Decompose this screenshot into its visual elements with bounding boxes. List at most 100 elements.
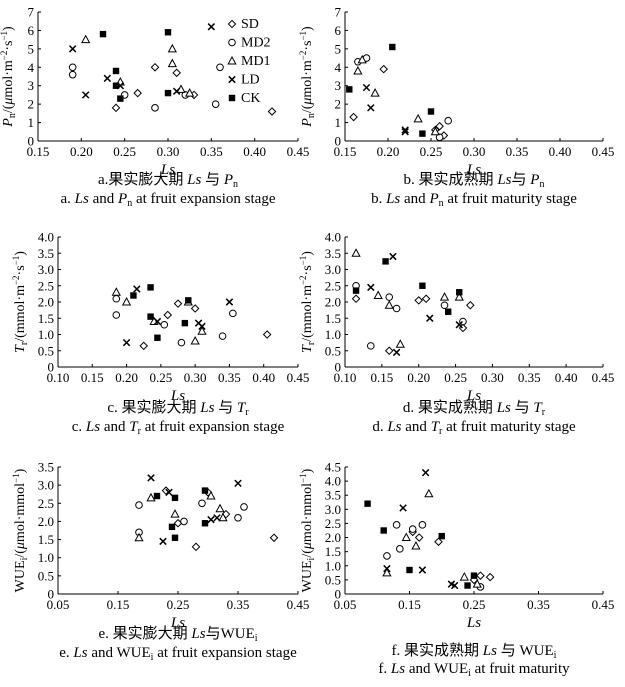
data-point-ck <box>419 130 426 137</box>
series-md2 <box>352 281 467 350</box>
y-tick-label: 3 <box>335 78 342 93</box>
data-point-md2 <box>408 525 417 533</box>
series-ck <box>346 43 435 137</box>
data-point-md1 <box>81 34 91 44</box>
legend-marker-md1 <box>227 55 237 65</box>
data-point-md1 <box>384 300 394 309</box>
caption-cn: e. 果实膨大期 Ls与WUEi​ <box>98 625 257 644</box>
data-point-ld <box>68 45 77 53</box>
x-tick-label: 0.25 <box>167 597 190 612</box>
chart-panel-b: 0.15 0.20 0.25 0.30 0.35 0.40 0.45 0 1 2 3 4 5 6 7 Ls Pn… <box>298 5 614 210</box>
data-point-md1 <box>353 65 363 75</box>
x-tick-label: 0.25 <box>113 144 136 159</box>
data-point-md2 <box>112 311 121 319</box>
y-tick-label: 1.0 <box>38 327 54 342</box>
data-point-md2 <box>151 104 159 112</box>
legend-item-ld: LD <box>228 73 260 88</box>
data-point-sd <box>421 294 431 304</box>
x-axis-label: Ls <box>170 388 185 404</box>
y-tick-label: 0 <box>335 587 342 602</box>
y-tick-label: 3.0 <box>38 262 54 277</box>
y-tick-label: 2.0 <box>38 514 54 529</box>
x-tick-label: 0.25 <box>420 144 443 159</box>
data-point-sd <box>349 112 358 122</box>
data-point-md2 <box>180 517 188 526</box>
data-point-ck <box>364 500 371 507</box>
y-tick-label: 1.5 <box>38 532 54 547</box>
y-tick-label: 1 <box>335 115 342 130</box>
data-point-md1 <box>170 509 180 518</box>
data-point-ld <box>213 514 221 522</box>
data-point-md1 <box>167 58 177 68</box>
data-point-md2 <box>383 552 391 560</box>
data-point-md2 <box>229 309 237 318</box>
data-point-md2 <box>418 521 427 529</box>
y-tick-label: 2.5 <box>38 496 54 511</box>
series-md2 <box>112 294 237 347</box>
data-point-sd <box>351 294 361 304</box>
data-point-md1 <box>190 335 200 345</box>
data-point-ld <box>172 87 181 95</box>
data-point-sd <box>466 300 475 310</box>
data-point-ld <box>401 128 409 136</box>
y-tick-label: 0 <box>335 134 342 149</box>
data-point-md2 <box>396 545 404 553</box>
series-md2 <box>135 499 248 537</box>
data-point-sd <box>414 533 424 542</box>
data-point-ck <box>445 308 452 315</box>
data-point-ld <box>367 104 375 112</box>
x-axis-label: Ls <box>160 162 175 178</box>
data-point-sd <box>150 62 160 72</box>
caption-cn: c. 果实膨大期 Ls 与 Tr​ <box>107 399 249 418</box>
data-point-md2 <box>160 320 169 329</box>
x-tick-label: 0.15 <box>27 144 50 159</box>
legend-label: MD2 <box>241 36 271 51</box>
legend-item-md2: MD2 <box>228 36 271 51</box>
data-point-sd <box>269 533 279 543</box>
legend-item-sd: SD <box>227 17 259 32</box>
series-md1 <box>353 54 440 136</box>
data-point-ck <box>346 86 353 93</box>
data-point-md1 <box>357 54 367 64</box>
data-point-md2 <box>367 342 375 350</box>
series-sd <box>139 299 272 351</box>
data-point-ck <box>171 534 179 541</box>
x-tick-label: 0.15 <box>334 144 357 159</box>
data-point-sd <box>262 330 272 339</box>
data-point-ck <box>389 43 396 51</box>
data-point-sd <box>139 341 149 351</box>
data-point-md1 <box>370 88 380 97</box>
y-tick-label: 0.5 <box>325 343 341 358</box>
data-point-ck <box>153 492 161 500</box>
series-ck <box>352 258 463 315</box>
data-point-ld <box>450 581 459 590</box>
y-tick-label: 3 <box>28 78 35 93</box>
series-sd <box>349 64 449 140</box>
chart-panel-a: 0.15 0.20 0.25 0.30 0.35 0.40 0.45 0 1 2 3 4 5 6 7 Ls Pn… <box>0 5 309 210</box>
legend-marker-md2 <box>228 38 236 47</box>
data-point-sd <box>133 88 142 98</box>
data-point-ld <box>103 74 112 83</box>
x-tick-label: 0.25 <box>149 370 172 385</box>
data-point-ck <box>185 297 192 304</box>
y-tick-label: 2.5 <box>325 516 341 531</box>
y-tick-label: 0 <box>28 134 35 149</box>
data-point-md2 <box>112 294 121 303</box>
x-tick-label: 0.05 <box>47 597 70 612</box>
x-tick-label: 0.05 <box>334 597 357 612</box>
data-point-ld <box>81 91 90 99</box>
data-point-ck <box>112 67 120 75</box>
data-point-sd <box>435 121 444 131</box>
data-point-ck <box>130 292 137 299</box>
x-tick-label: 0.30 <box>157 144 180 159</box>
data-point-sd <box>267 107 277 116</box>
y-tick-label: 4.5 <box>325 460 341 475</box>
data-point-ck <box>419 282 426 289</box>
data-point-ck <box>382 258 389 265</box>
x-tick-label: 0.10 <box>47 370 70 385</box>
chart-panel-e: 0.05 0.15 0.25 0.35 0.45 0 0.5 1.0 1.5 2.0 2.5 3.0 3… <box>11 460 309 664</box>
data-point-sd <box>434 537 443 547</box>
data-point-md1 <box>218 512 228 522</box>
legend-marker-ld <box>228 75 236 84</box>
